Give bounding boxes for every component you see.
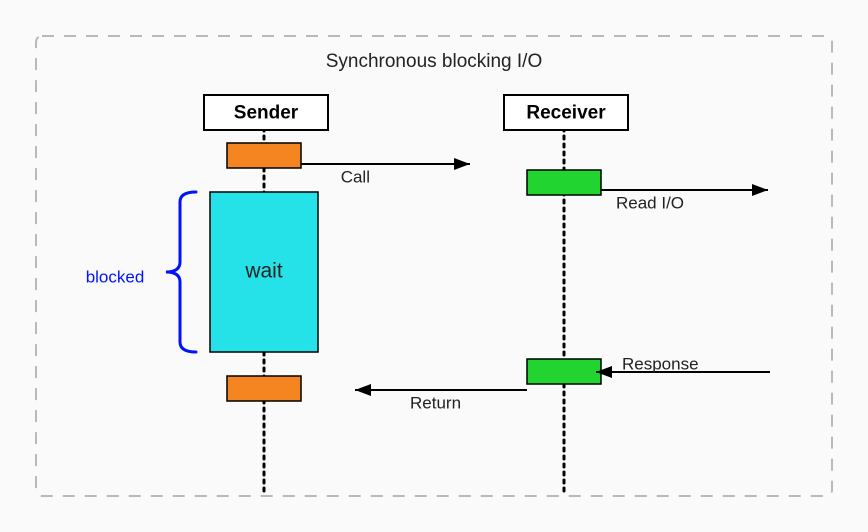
canvas-bg	[0, 0, 868, 532]
arrow-response-label: Response	[622, 354, 699, 373]
activation-receiver_b	[527, 359, 601, 384]
activation-sender_pre	[227, 143, 301, 168]
diagram-title: Synchronous blocking I/O	[326, 51, 543, 72]
blocked-label: blocked	[86, 267, 145, 286]
arrow-read-io-label: Read I/O	[616, 193, 684, 212]
activation-sender_post	[227, 376, 301, 401]
activation-receiver_a	[527, 170, 601, 195]
arrow-call-label: Call	[341, 167, 370, 186]
wait-label: wait	[244, 260, 283, 283]
receiver-header-label: Receiver	[526, 103, 606, 124]
sender-header-label: Sender	[234, 103, 299, 124]
arrow-return-label: Return	[410, 393, 461, 412]
